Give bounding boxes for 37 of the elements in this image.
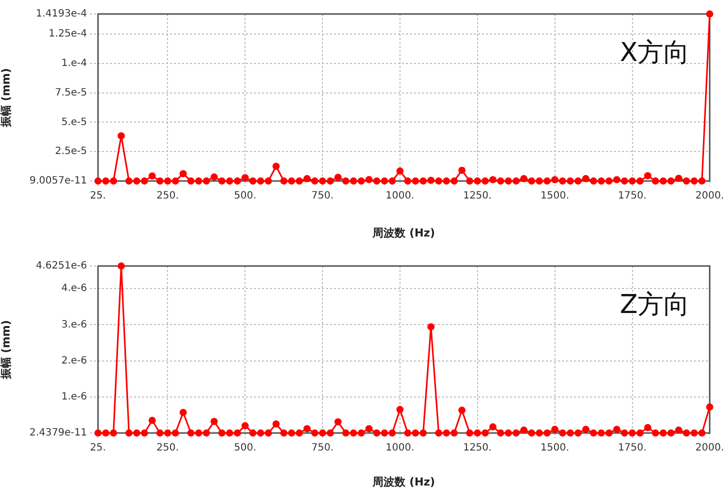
y-tick-label: 1.25e-4: [48, 28, 87, 40]
y-axis-title: 振幅 (mm): [0, 320, 12, 380]
x-tick-label: 750.: [311, 190, 334, 202]
y-tick-label: 9.0057e-11: [30, 176, 87, 187]
y-tick-label: 2.5e-5: [54, 146, 87, 158]
y-axis-title: 振幅 (mm): [0, 68, 12, 128]
x-tick-label: 1250.: [463, 442, 492, 454]
x-tick-label: 2000.: [695, 190, 724, 202]
annotation: Z方向: [620, 290, 690, 320]
x-tick-label: 500.: [234, 190, 256, 202]
x-tick-label: 1000.: [386, 190, 414, 202]
y-tick-label: 1.e-4: [61, 58, 87, 69]
y-tick-label: 4.6251e-6: [36, 260, 87, 272]
x-tick-label: 750.: [311, 442, 334, 454]
x-tick-label: 500.: [234, 442, 256, 454]
y-tick-label: 7.5e-5: [54, 87, 87, 98]
annotation: X方向: [620, 38, 690, 68]
x-tick-label: 250.: [156, 442, 179, 454]
y-tick-label: 5.e-5: [61, 116, 87, 128]
y-tick-label: 3.e-6: [61, 319, 87, 330]
x-tick-label: 1000.: [386, 442, 414, 454]
x-tick-label: 25.: [90, 442, 106, 454]
y-tick-label: 2.4379e-11: [30, 428, 87, 439]
x-tick-label: 1250.: [463, 190, 492, 202]
y-tick-label: 2.e-6: [61, 355, 87, 366]
x-tick-label: 1750.: [618, 442, 647, 454]
x-axis-title: 周波数 (Hz): [372, 226, 436, 240]
y-tick-label: 4.e-6: [61, 283, 87, 294]
x-axis-title: 周波数 (Hz): [372, 475, 436, 488]
x-tick-label: 1500.: [540, 190, 570, 202]
x-tick-label: 1500.: [540, 442, 570, 454]
x-tick-label: 25.: [90, 190, 106, 202]
x-tick-label: 250.: [156, 190, 179, 202]
y-tick-label: 1.e-6: [61, 391, 87, 402]
x-tick-label: 2000.: [695, 442, 724, 454]
y-tick-label: 1.4193e-4: [36, 8, 87, 20]
x-tick-label: 1750.: [618, 190, 647, 202]
